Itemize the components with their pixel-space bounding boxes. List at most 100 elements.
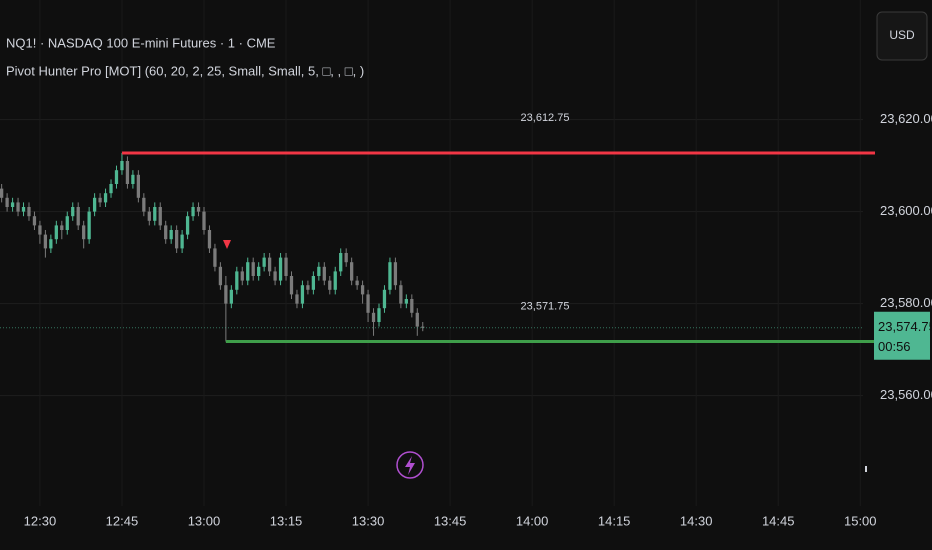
candle-body	[300, 285, 305, 304]
candle-body	[251, 262, 255, 276]
candle-body	[295, 294, 299, 304]
x-tick-label: 14:45	[762, 513, 795, 528]
x-tick-label: 13:00	[188, 513, 221, 528]
candle-body	[399, 285, 403, 304]
x-tick-label: 14:30	[680, 513, 713, 528]
candle-body	[273, 271, 277, 281]
candle-body	[196, 207, 201, 212]
x-tick-label: 12:30	[24, 513, 57, 528]
y-tick-label: 23,560.00	[880, 387, 932, 402]
candle-body	[109, 184, 113, 194]
candle-body	[38, 225, 42, 235]
candle-body	[235, 271, 239, 290]
candle-body	[43, 234, 48, 249]
currency-button[interactable]	[876, 11, 928, 61]
candle-body	[257, 266, 261, 276]
candle-body	[322, 266, 326, 281]
candle-body	[382, 289, 387, 309]
last-price-label: 23,574.75	[878, 319, 932, 334]
candle-body	[246, 262, 250, 281]
candle-body	[158, 207, 162, 226]
candle-body	[388, 262, 392, 290]
x-tick-label: 13:45	[434, 513, 467, 528]
candle-body	[76, 207, 80, 226]
y-tick-label: 23,580.00	[880, 295, 932, 310]
x-tick-label: 13:15	[270, 513, 303, 528]
candle-body	[207, 230, 212, 249]
pivot-marker	[223, 240, 231, 249]
scroll-marker	[865, 466, 867, 472]
candle-body	[5, 197, 9, 207]
candle-body	[65, 216, 69, 230]
candle-body	[114, 170, 119, 184]
candle-body	[213, 248, 217, 267]
candle-body	[278, 257, 283, 281]
candle-body	[377, 308, 381, 322]
candle-body	[32, 216, 37, 226]
marks	[0, 151, 875, 344]
candle-body	[125, 161, 130, 184]
candle-body	[92, 197, 97, 212]
candle-body	[185, 216, 190, 235]
candle-body	[360, 285, 365, 295]
x-tick-label: 15:00	[844, 513, 877, 528]
chart-title: NQ1! · NASDAQ 100 E-mini Futures · 1 · C…	[6, 35, 276, 50]
candle-body	[284, 257, 288, 276]
alert-bolt	[405, 456, 415, 475]
candle-body	[136, 174, 141, 198]
countdown-label: 00:56	[878, 339, 911, 354]
alert-icon[interactable]	[396, 451, 424, 479]
candle-body	[366, 294, 370, 313]
candle-body	[410, 299, 414, 313]
candle-body	[393, 262, 398, 286]
candle-body	[333, 271, 337, 290]
candle-body	[421, 326, 425, 328]
candle-body	[328, 280, 332, 290]
candle-body	[54, 225, 58, 240]
candle-body	[153, 207, 157, 221]
candle-body	[350, 262, 354, 281]
x-tick-label: 14:00	[516, 513, 549, 528]
candle-body	[306, 285, 310, 290]
pivot-level-label: 23,612.75	[521, 112, 570, 124]
candle-body	[16, 202, 20, 212]
candle-body	[131, 174, 135, 184]
candle-body	[355, 280, 359, 286]
x-tick-label: 14:15	[598, 513, 631, 528]
candle-body	[60, 225, 64, 230]
candle-body	[289, 276, 294, 295]
candle-body	[339, 253, 343, 272]
candle-body	[169, 230, 173, 240]
candle-body	[164, 225, 168, 240]
candle-body	[98, 197, 102, 203]
candle-body	[49, 239, 53, 249]
candle-body	[175, 230, 179, 249]
candle-body	[103, 193, 108, 203]
last-price-tag	[874, 311, 930, 360]
candle-body	[202, 211, 206, 230]
candle-body	[262, 257, 266, 267]
candle-body	[21, 207, 26, 212]
candle-body	[87, 211, 91, 240]
candle-body	[240, 271, 244, 281]
candle-body	[180, 234, 184, 249]
candle-body	[71, 207, 75, 217]
candle-body	[10, 202, 15, 207]
y-tick-label: 23,600.00	[880, 203, 932, 218]
candle-body	[0, 188, 4, 198]
candle-body	[229, 289, 233, 304]
candle-body	[82, 225, 86, 240]
pivot-level-label: 23,571.75	[521, 300, 570, 312]
indicator-label: Pivot Hunter Pro [MOT] (60, 20, 2, 25, S…	[6, 63, 364, 78]
candle-body	[267, 257, 272, 272]
candle-body	[147, 211, 151, 221]
currency-label: USD	[889, 28, 915, 42]
candle-body	[218, 266, 223, 286]
candle-body	[142, 197, 146, 212]
candle-body	[27, 207, 31, 217]
candle-body	[317, 266, 321, 276]
candle-body	[120, 161, 124, 171]
